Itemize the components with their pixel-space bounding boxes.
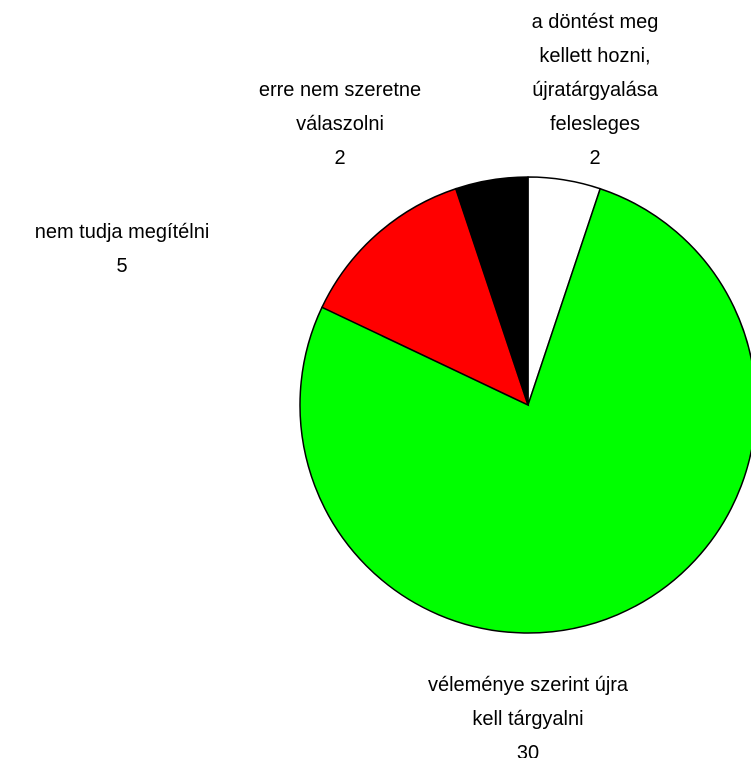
label-text: nem tudja megítélni	[34, 221, 210, 243]
label-text: a döntést meg kellett hozni, újratárgyal…	[531, 11, 659, 135]
slice-label: erre nem szeretne válaszolni 2	[220, 73, 460, 175]
label-text: véleménye szerint újra kell tárgyalni	[427, 674, 629, 730]
slice-label: a döntést meg kellett hozni, újratárgyal…	[508, 5, 683, 175]
label-value: 5	[116, 255, 128, 277]
pie-slice	[299, 187, 751, 634]
pie-slice	[454, 176, 529, 406]
slice-label: véleménye szerint újra kell tárgyalni 30	[423, 668, 633, 758]
label-value: 30	[516, 742, 540, 758]
pie-slice	[321, 187, 530, 407]
label-value: 2	[334, 147, 346, 169]
label-text: erre nem szeretne válaszolni	[258, 79, 422, 135]
slice-label: nem tudja megítélni 5	[2, 215, 242, 283]
label-value: 2	[589, 147, 601, 169]
